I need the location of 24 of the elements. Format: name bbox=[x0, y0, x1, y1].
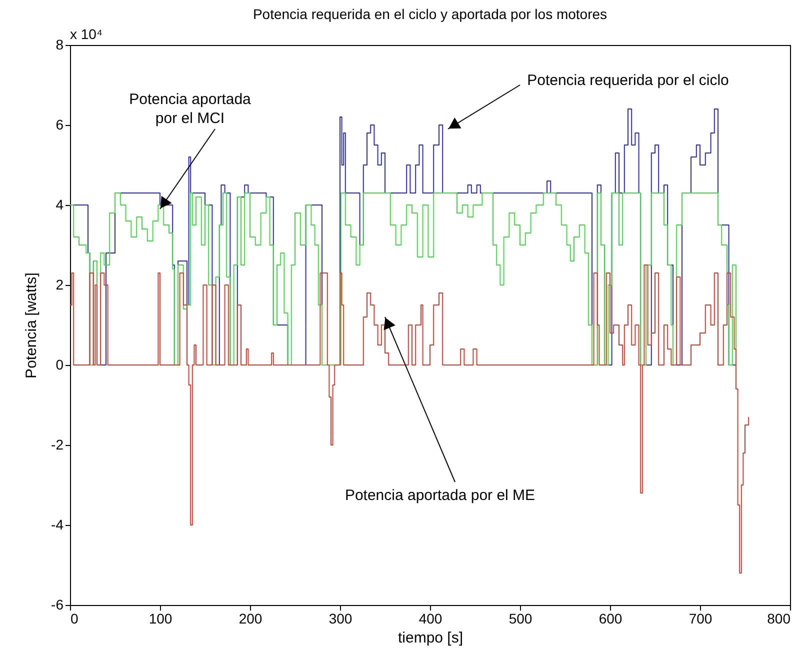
y-tick-label: 4 bbox=[56, 196, 64, 212]
text: x 10⁴ bbox=[70, 26, 102, 42]
x-tick-label: 300 bbox=[328, 610, 352, 626]
x-tick-label: 100 bbox=[148, 610, 172, 626]
x-tick-label: 600 bbox=[598, 610, 622, 626]
y-tick-label: 8 bbox=[56, 36, 64, 52]
y-tick-label: 6 bbox=[56, 116, 64, 132]
annotation: Potencia requerida por el ciclo bbox=[527, 72, 729, 89]
annotation: Potencia aportada por el ME bbox=[344, 487, 536, 504]
y-tick-label: -4 bbox=[51, 516, 64, 532]
chart-title: Potencia requerida en el ciclo y aportada por los motores bbox=[252, 6, 608, 22]
y-axis-title: Potencia [watts] bbox=[23, 272, 40, 378]
annotation: Potencia aportada por el MCI bbox=[129, 91, 252, 127]
x-tick-label: 500 bbox=[508, 610, 532, 626]
x-tick-label: 700 bbox=[688, 610, 712, 626]
y-tick-label: 2 bbox=[56, 276, 64, 292]
x-tick-label: 200 bbox=[238, 610, 262, 626]
y-tick-label: -6 bbox=[51, 596, 64, 612]
x-tick-label: 800 bbox=[767, 610, 791, 626]
x-tick-label: 0 bbox=[70, 610, 78, 626]
y-tick-label: -2 bbox=[51, 436, 64, 452]
y-tick-label: 0 bbox=[56, 356, 64, 372]
x-axis-title: tiempo [s] bbox=[398, 630, 464, 646]
x-tick-label: 400 bbox=[418, 610, 442, 626]
